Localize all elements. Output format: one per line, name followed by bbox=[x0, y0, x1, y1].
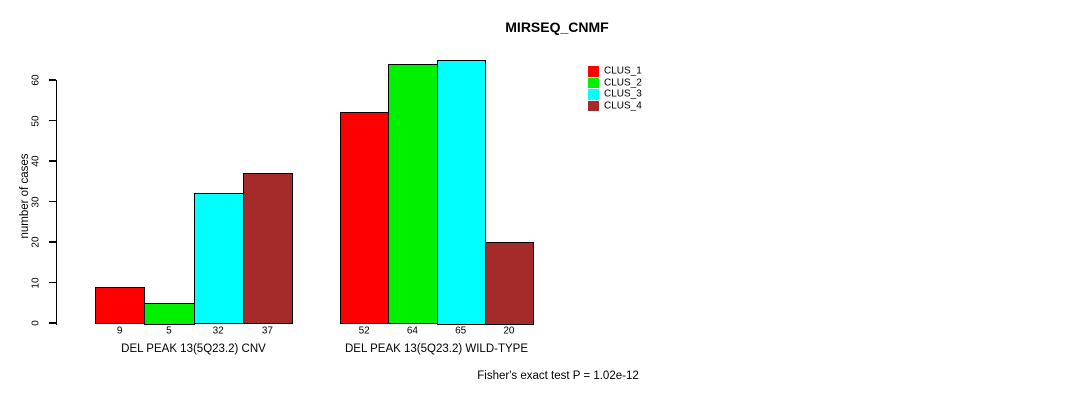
y-axis-tick-label: 10 bbox=[30, 276, 42, 289]
y-axis-tick bbox=[48, 241, 56, 243]
y-axis-tick-label: 50 bbox=[30, 114, 42, 127]
bar-clus_4 bbox=[484, 242, 534, 325]
bar-value-label: 37 bbox=[261, 325, 273, 337]
bar-value-label: 9 bbox=[116, 325, 123, 337]
y-axis-tick-label: 40 bbox=[30, 155, 42, 167]
bar-value-label: 52 bbox=[358, 325, 370, 337]
y-axis-tick bbox=[48, 160, 56, 162]
bar-clus_1 bbox=[95, 286, 146, 325]
chart-title: MIRSEQ_CNMF bbox=[505, 19, 609, 35]
y-axis-tick bbox=[48, 281, 56, 284]
bar-clus_3 bbox=[193, 193, 244, 325]
group-label: DEL PEAK 13(5Q23.2) CNV bbox=[121, 343, 266, 355]
y-axis-line bbox=[55, 80, 57, 325]
y-axis-tick bbox=[48, 322, 56, 324]
bar-value-label: 20 bbox=[503, 325, 515, 337]
group-label: DEL PEAK 13(5Q23.2) WILD-TYPE bbox=[344, 343, 529, 355]
y-axis-tick bbox=[48, 119, 56, 122]
y-axis-tick-label: 20 bbox=[30, 236, 42, 248]
y-axis-tick-label: 0 bbox=[30, 320, 42, 326]
fisher-test-annotation: Fisher's exact test P = 1.02e-12 bbox=[477, 370, 639, 382]
y-axis-tick bbox=[48, 200, 56, 203]
y-axis-tick-label: 60 bbox=[30, 74, 42, 86]
bar-clus_1 bbox=[340, 112, 390, 325]
bar-value-label: 64 bbox=[406, 325, 418, 337]
bar-value-label: 32 bbox=[212, 325, 224, 337]
bar-value-label: 65 bbox=[455, 325, 467, 337]
bar-clus_2 bbox=[388, 63, 438, 325]
bar-value-label: 5 bbox=[166, 325, 172, 337]
y-axis-tick bbox=[48, 79, 56, 81]
bar-clus_2 bbox=[144, 302, 195, 325]
bar-clus_3 bbox=[436, 59, 486, 325]
y-axis-tick-label: 30 bbox=[30, 195, 42, 208]
bar-clus_4 bbox=[242, 173, 293, 325]
